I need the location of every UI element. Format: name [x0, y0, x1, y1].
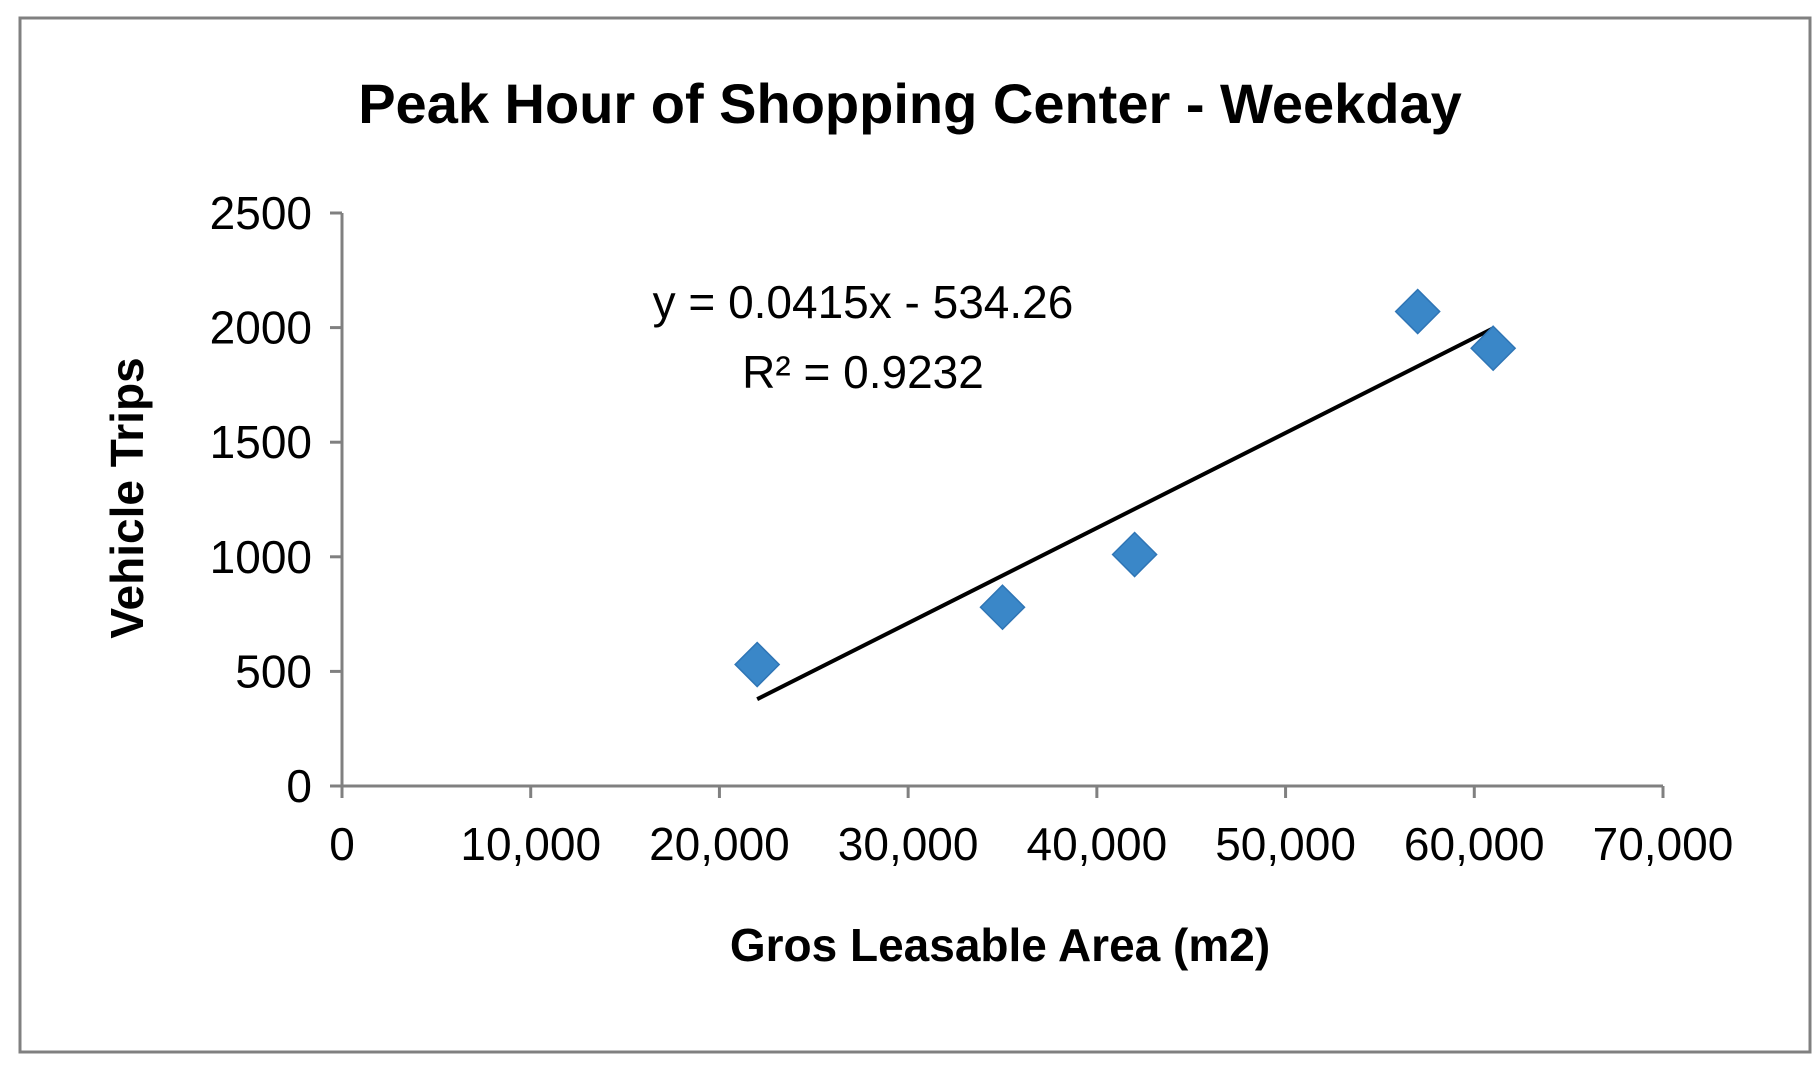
chart-title: Peak Hour of Shopping Center - Weekday — [358, 72, 1462, 135]
data-point — [1470, 325, 1517, 372]
axes — [340, 213, 1663, 788]
trendline-r-squared: R² = 0.9232 — [742, 346, 984, 398]
trendline — [756, 326, 1495, 701]
x-tick-label: 20,000 — [649, 818, 790, 870]
data-point — [734, 641, 781, 688]
y-tick-label: 1000 — [210, 531, 312, 583]
x-axis-title: Gros Leasable Area (m2) — [730, 919, 1270, 971]
y-axis-title: Vehicle Trips — [101, 357, 153, 638]
trendline-group — [756, 326, 1495, 701]
x-tick-label: 60,000 — [1404, 818, 1545, 870]
x-tick-label: 30,000 — [838, 818, 979, 870]
y-axis-ticks: 0 500 1000 1500 2000 2500 — [210, 187, 342, 812]
x-tick-label: 70,000 — [1593, 818, 1734, 870]
data-point — [1111, 531, 1158, 578]
trendline-equation: y = 0.0415x - 534.26 — [653, 276, 1074, 328]
x-tick-label: 40,000 — [1027, 818, 1168, 870]
y-tick-label: 2500 — [210, 187, 312, 239]
data-points — [734, 288, 1517, 688]
x-tick-label: 10,000 — [460, 818, 601, 870]
y-tick-label: 1500 — [210, 416, 312, 468]
chart-frame — [18, 16, 1812, 1054]
x-axis-ticks: 0 10,000 20,000 30,000 40,000 50,000 60,000 70,… — [329, 786, 1733, 870]
y-tick-label: 500 — [235, 645, 312, 697]
y-tick-label: 0 — [286, 760, 312, 812]
data-point — [1394, 288, 1441, 335]
x-tick-label: 50,000 — [1215, 818, 1356, 870]
y-tick-label: 2000 — [210, 302, 312, 354]
data-point — [979, 584, 1026, 631]
x-tick-label: 0 — [329, 818, 355, 870]
